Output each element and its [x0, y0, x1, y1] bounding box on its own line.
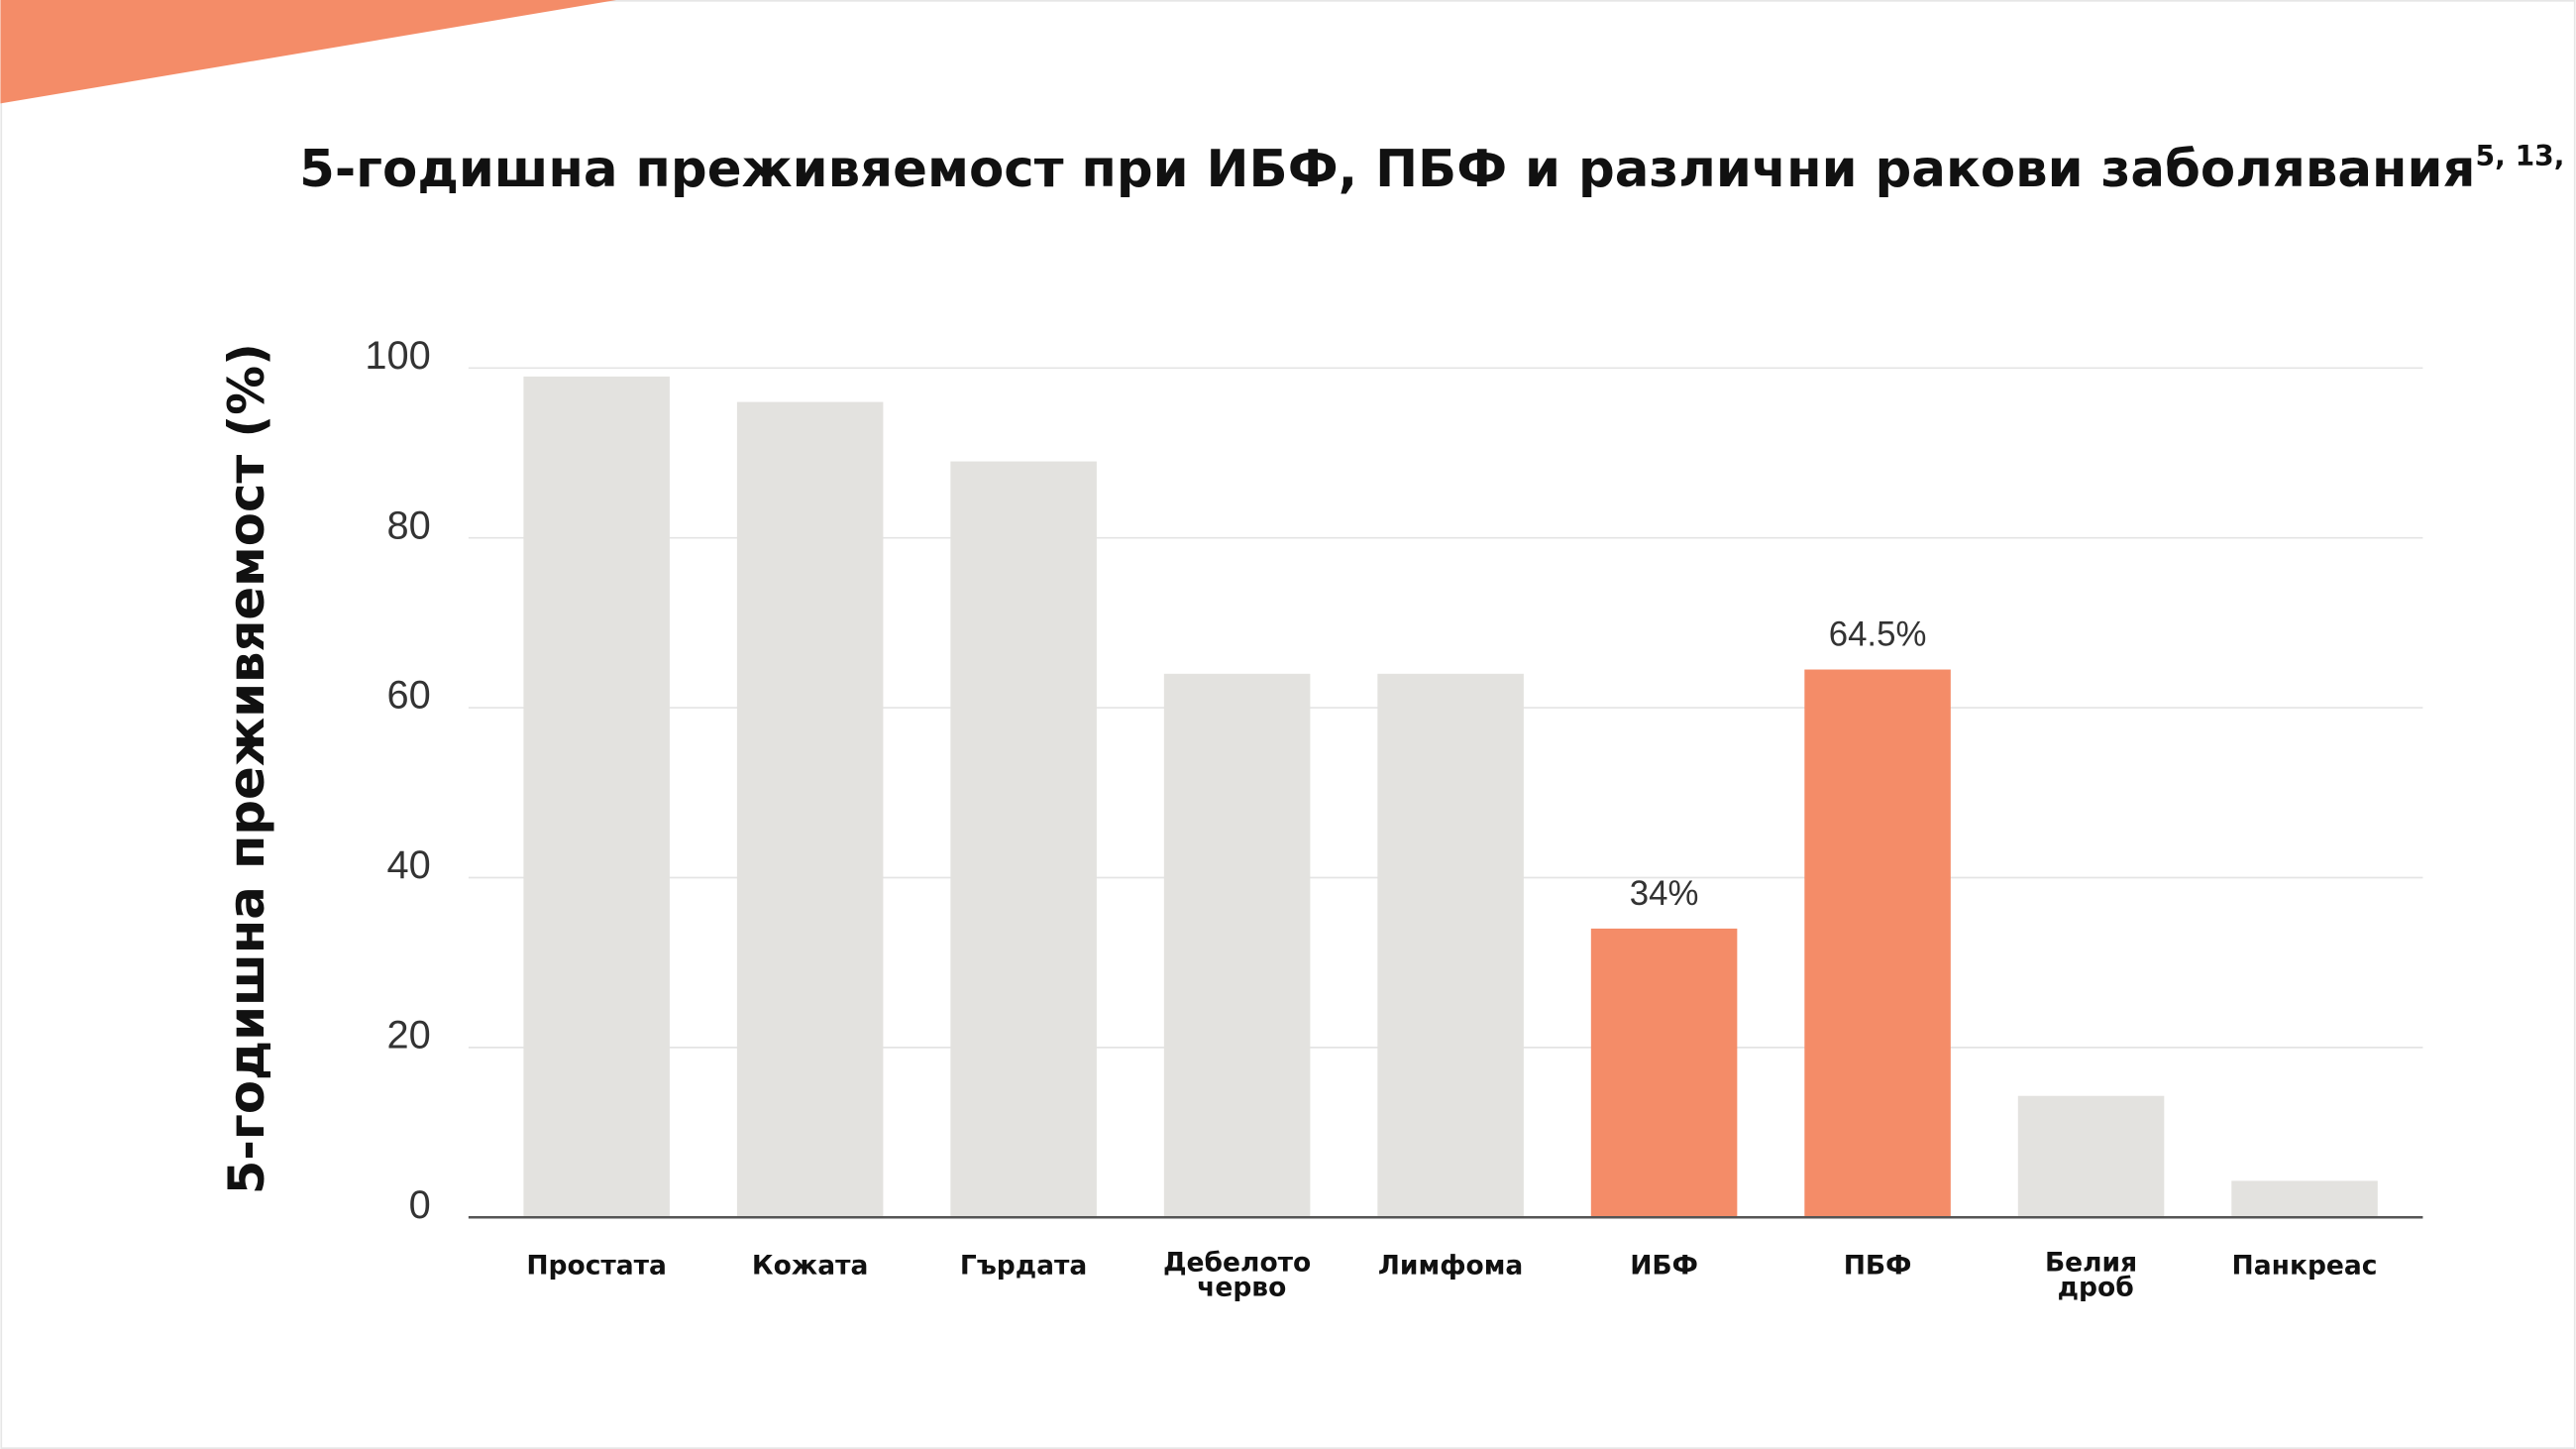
bar: [1590, 928, 1738, 1218]
y-tick-label: 60: [387, 674, 431, 718]
title-text: 5-годишна преживяемост при ИБФ, ПБФ и ра…: [299, 140, 2475, 199]
y-tick-label: 20: [387, 1013, 431, 1057]
bar: [736, 401, 884, 1218]
y-tick-label: 0: [409, 1183, 431, 1227]
x-tick-label: Лимфома: [1378, 1251, 1523, 1282]
bar: [1377, 673, 1524, 1218]
bar: [523, 376, 670, 1218]
title-refs: 5, 13, 14: [2475, 140, 2576, 172]
x-tick-label: Гърдата: [960, 1251, 1087, 1282]
x-tick-label: Кожата: [752, 1251, 868, 1282]
x-tick-label-line: Дебелото: [1163, 1247, 1311, 1278]
y-tick-label: 40: [387, 843, 431, 887]
value-label: 64.5%: [1829, 615, 1927, 654]
bar: [2231, 1180, 2378, 1218]
y-tick-label: 80: [387, 503, 431, 547]
y-tick-label: 100: [365, 334, 430, 378]
x-tick-label: Панкреас: [2232, 1251, 2378, 1282]
x-tick-label: Простата: [526, 1251, 667, 1282]
x-tick-label: Белия дроб: [2045, 1247, 2137, 1302]
bar: [1804, 669, 1951, 1218]
y-axis-label: 5-годишна преживяемост (%): [218, 343, 275, 1194]
x-tick-label: ПБФ: [1844, 1251, 1912, 1282]
bar: [1163, 673, 1311, 1218]
x-tick-label: Дебелото черво: [1163, 1247, 1311, 1302]
x-tick-label-line: дроб: [2048, 1272, 2133, 1302]
corner-decoration: [0, 0, 617, 104]
chart-title: 5-годишна преживяемост при ИБФ, ПБФ и ра…: [299, 140, 2576, 199]
bar: [2017, 1095, 2165, 1218]
x-tick-label: ИБФ: [1630, 1251, 1698, 1282]
bar: [950, 461, 1097, 1218]
x-tick-label-line: черво: [1188, 1272, 1286, 1302]
x-tick-label-line: Белия: [2045, 1247, 2137, 1278]
value-label: 34%: [1630, 874, 1699, 913]
